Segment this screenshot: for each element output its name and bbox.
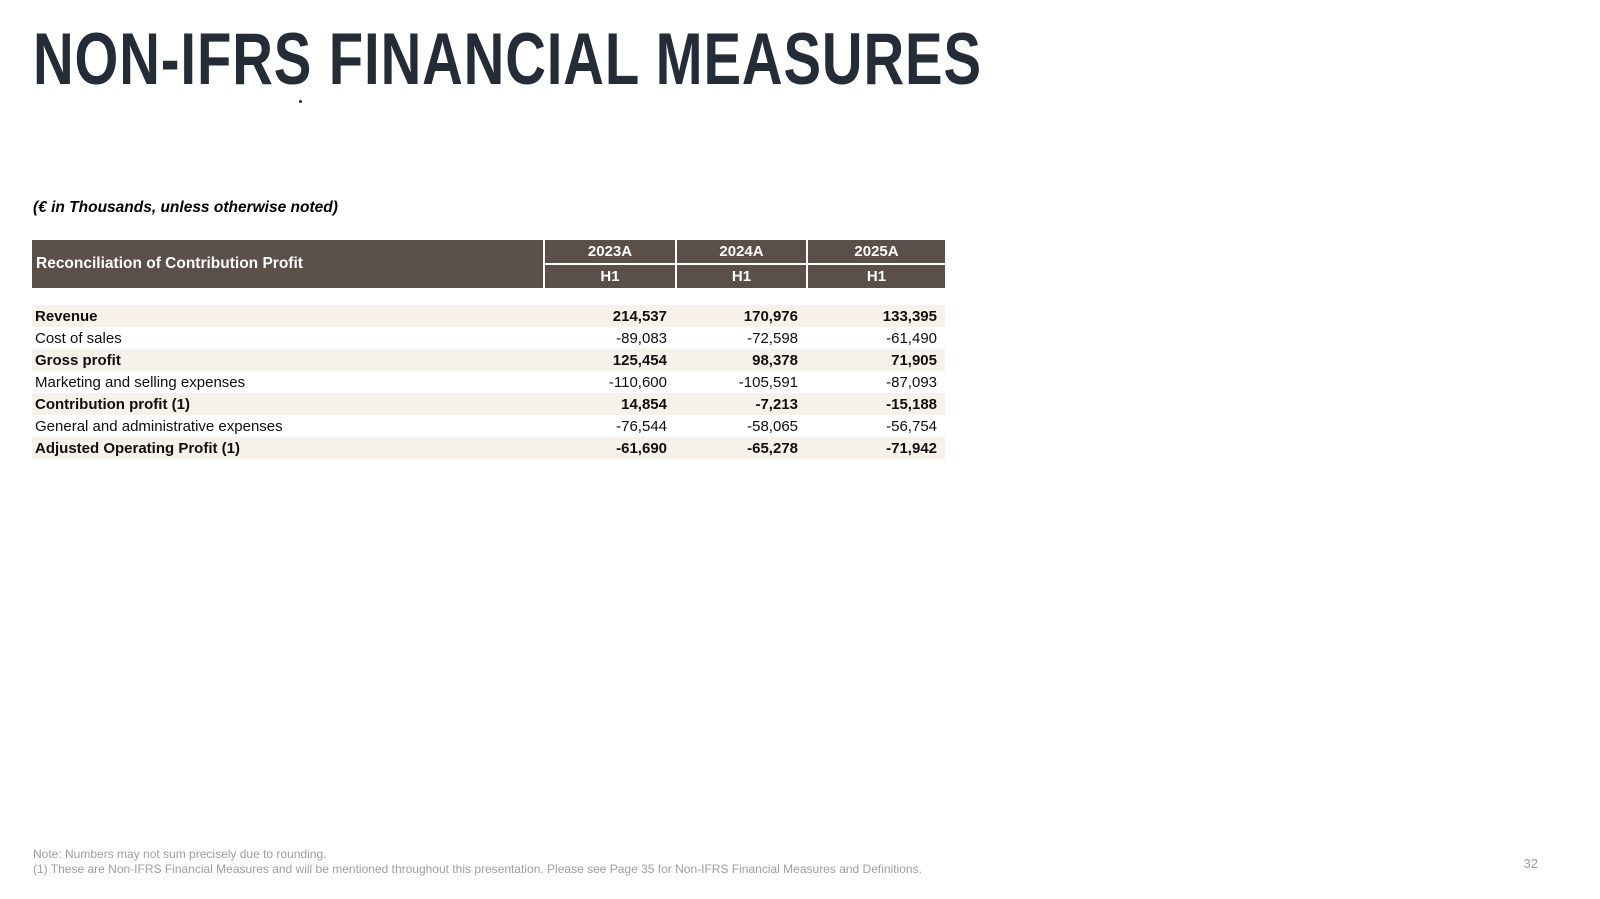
page-title: NON-IFRS FINANCIAL MEASURES [33, 17, 982, 101]
page-number: 32 [1523, 856, 1538, 871]
row-value: -87,093 [886, 373, 937, 391]
column-header-year-2023: 2023A [545, 240, 675, 263]
units-note: (€ in Thousands, unless otherwise noted) [33, 199, 338, 216]
row-value: -105,591 [738, 373, 798, 391]
reconciliation-table: Reconciliation of Contribution Profit 20… [32, 240, 945, 459]
table-header: Reconciliation of Contribution Profit 20… [32, 240, 945, 288]
row-value: -72,598 [747, 329, 798, 347]
row-value: 170,976 [743, 307, 798, 325]
row-value: -61,690 [616, 439, 667, 457]
column-header-period-2024: H1 [677, 265, 806, 288]
footnote-rounding: Note: Numbers may not sum precisely due … [33, 847, 327, 861]
table-header-label: Reconciliation of Contribution Profit [32, 240, 543, 288]
column-header-year-2024: 2024A [677, 240, 806, 263]
footnotes: Note: Numbers may not sum precisely due … [33, 847, 922, 877]
row-value: 214,537 [612, 307, 667, 325]
table-row-marketing-selling-expenses: Marketing and selling expenses -110,600 … [32, 371, 945, 393]
row-value: -76,544 [616, 417, 667, 435]
footnote-non-ifrs: (1) These are Non-IFRS Financial Measure… [33, 862, 922, 876]
row-value: -58,065 [747, 417, 798, 435]
row-value: -15,188 [886, 395, 937, 413]
table-row-gross-profit: Gross profit 125,454 98,378 71,905 [32, 349, 945, 371]
table-row-adjusted-operating-profit: Adjusted Operating Profit (1) -61,690 -6… [32, 437, 945, 459]
row-value: 133,395 [882, 307, 937, 325]
row-label: Marketing and selling expenses [35, 373, 246, 391]
row-label: Contribution profit (1) [35, 395, 190, 413]
row-value: -56,754 [886, 417, 937, 435]
row-value: 125,454 [612, 351, 667, 369]
table-row-cost-of-sales: Cost of sales -89,083 -72,598 -61,490 [32, 327, 945, 349]
row-value: 71,905 [891, 351, 937, 369]
row-value: 98,378 [752, 351, 798, 369]
table-row-general-admin-expenses: General and administrative expenses -76,… [32, 415, 945, 437]
table-row-revenue: Revenue 214,537 170,976 133,395 [32, 305, 945, 327]
row-value: -89,083 [616, 329, 667, 347]
row-value: -7,213 [755, 395, 798, 413]
row-value: 14,854 [621, 395, 667, 413]
column-header-year-2025: 2025A [808, 240, 945, 263]
title-dot-decoration [299, 100, 302, 103]
row-label: Cost of sales [35, 329, 122, 347]
column-header-period-2025: H1 [808, 265, 945, 288]
table-body: Revenue 214,537 170,976 133,395 Cost of … [32, 305, 945, 459]
row-value: -71,942 [886, 439, 937, 457]
row-value: -110,600 [608, 373, 667, 391]
row-value: -65,278 [747, 439, 798, 457]
column-header-period-2023: H1 [545, 265, 675, 288]
row-label: Gross profit [35, 351, 121, 369]
row-value: -61,490 [886, 329, 937, 347]
row-label: General and administrative expenses [35, 417, 283, 435]
row-label: Adjusted Operating Profit (1) [35, 439, 241, 457]
table-row-contribution-profit: Contribution profit (1) 14,854 -7,213 -1… [32, 393, 945, 415]
row-label: Revenue [35, 307, 98, 325]
